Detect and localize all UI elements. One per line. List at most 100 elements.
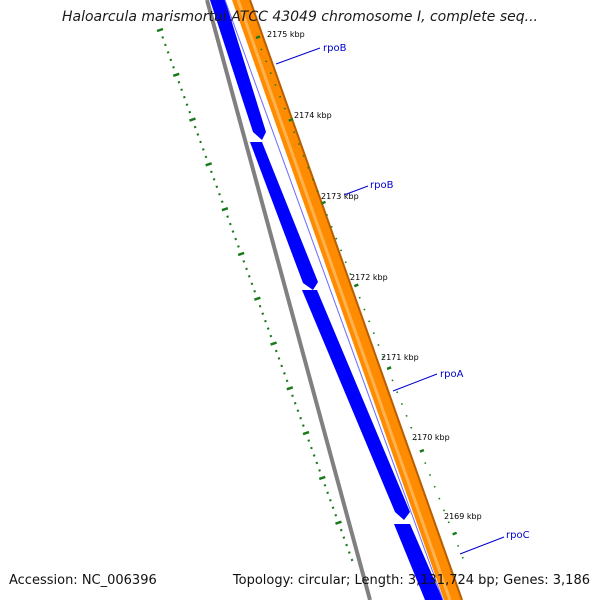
dotted-tick <box>312 454 316 457</box>
dotted-tick <box>301 424 305 427</box>
dotted-tick <box>264 319 267 323</box>
dotted-tick <box>231 230 235 233</box>
dotted-tick <box>242 260 246 263</box>
reverse-strand-edge <box>224 0 444 600</box>
map-title: Haloarcula marismortui ATCC 43049 chromo… <box>62 9 538 25</box>
minor-tick <box>325 213 329 216</box>
dotted-tick <box>334 513 338 517</box>
minor-tick <box>405 414 408 417</box>
dotted-tick <box>253 296 261 301</box>
dotted-tick <box>280 364 284 368</box>
dotted-tick <box>285 379 289 383</box>
gene-leader-line <box>275 47 321 65</box>
dotted-tick <box>253 289 257 293</box>
dotted-tick <box>350 558 354 562</box>
dotted-tick <box>212 177 216 181</box>
forward-strand-highlight <box>236 0 452 600</box>
reverse-gene-arrow <box>302 290 410 520</box>
dotted-tick <box>318 469 321 472</box>
dotted-tick <box>237 251 245 257</box>
dotted-tick <box>291 394 294 398</box>
dotted-tick <box>342 536 346 539</box>
dotted-tick <box>269 334 273 338</box>
reverse-gene-arrow <box>210 0 266 140</box>
major-tick <box>452 531 458 536</box>
dotted-tick <box>161 36 165 39</box>
dotted-tick <box>220 200 224 204</box>
tick-label: 2173 kbp <box>321 192 359 201</box>
dotted-tick <box>205 162 213 167</box>
dotted-tick <box>196 133 200 136</box>
dotted-tick <box>286 386 294 391</box>
dotted-tick <box>326 491 330 495</box>
minor-tick <box>358 296 361 299</box>
gene-leader-line <box>392 373 438 392</box>
minor-tick <box>363 308 366 311</box>
dotted-tick <box>204 155 208 159</box>
minor-tick <box>283 107 286 110</box>
reverse-strand-track <box>210 0 444 600</box>
dotted-tick <box>210 170 213 174</box>
gene-label-rpoC[interactable]: rpoC <box>506 530 530 541</box>
dotted-tick <box>226 215 229 218</box>
minor-tick <box>442 509 446 512</box>
dotted-tick <box>310 446 313 450</box>
minor-tick <box>382 355 385 358</box>
outer-ticks <box>255 35 464 559</box>
topology-summary: Topology: circular; Length: 3,131,724 bp… <box>232 573 590 588</box>
gene-label-rpoB[interactable]: rpoB <box>370 180 394 191</box>
dotted-tick <box>221 206 229 212</box>
dotted-tick <box>169 58 173 62</box>
dotted-tick <box>215 185 219 189</box>
dotted-tick <box>318 475 326 481</box>
minor-tick <box>260 48 263 51</box>
dotted-tick <box>328 498 332 502</box>
gene-label-rpoB[interactable]: rpoB <box>323 43 347 54</box>
minor-tick <box>297 143 300 146</box>
accession-text: Accession: NC_006396 <box>9 573 157 588</box>
minor-tick <box>311 178 314 181</box>
forward-strand-outline <box>249 0 463 600</box>
gene-labels: rpoB rpoB rpoA rpoC <box>275 43 530 555</box>
dotted-tick <box>296 409 300 413</box>
tick-label: 2171 kbp <box>381 353 419 362</box>
dotted-tick <box>347 551 351 554</box>
dotted-tick <box>201 148 205 151</box>
minor-tick <box>461 556 464 559</box>
minor-tick <box>344 261 347 264</box>
dotted-tick <box>270 341 277 346</box>
dotted-tick <box>172 72 180 77</box>
dotted-tick <box>234 237 238 241</box>
dotted-tick <box>335 520 342 525</box>
dotted-tick <box>299 416 302 420</box>
gene-label-rpoA[interactable]: rpoA <box>440 369 464 380</box>
minor-tick <box>391 379 394 382</box>
minor-tick <box>372 332 375 335</box>
dotted-tick <box>245 267 248 271</box>
minor-tick <box>424 462 427 465</box>
reverse-gene-arrow <box>394 524 443 600</box>
backbone-line <box>205 0 372 600</box>
minor-tick <box>335 237 338 240</box>
dotted-tick <box>283 372 286 375</box>
minor-tick <box>410 426 413 429</box>
dotted-tick <box>180 88 184 92</box>
dotted-tick <box>185 103 189 106</box>
tick-label: 2172 kbp <box>350 273 388 282</box>
major-tick <box>288 117 294 122</box>
minor-tick <box>400 403 403 406</box>
major-tick <box>321 200 327 205</box>
dotted-tick <box>199 140 202 144</box>
minor-tick <box>269 72 272 75</box>
minor-tick <box>279 95 282 98</box>
minor-tick <box>368 320 371 323</box>
major-tick <box>386 366 392 371</box>
minor-tick <box>377 343 380 346</box>
major-tick <box>353 283 359 288</box>
dotted-tick <box>228 222 232 226</box>
minor-tick <box>265 60 268 63</box>
dotted-tick <box>166 51 170 54</box>
dotted-tick <box>339 528 343 532</box>
dotted-tick <box>293 401 297 405</box>
